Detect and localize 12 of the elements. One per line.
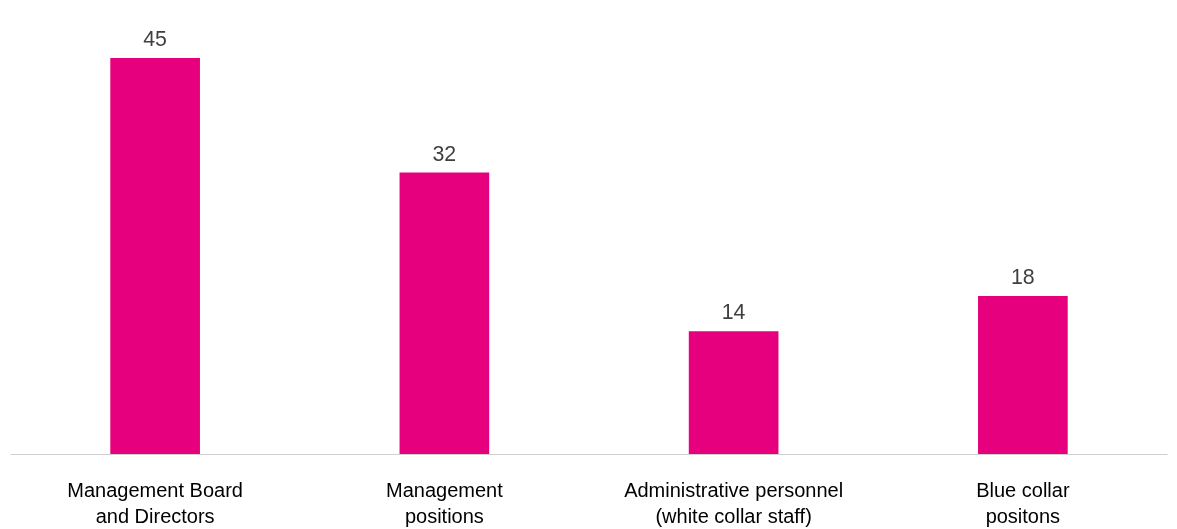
data-label: 32 <box>432 141 457 166</box>
x-tick-label: Management positions <box>386 478 504 527</box>
x-tick-label: Blue collar positons <box>976 478 1070 527</box>
bar <box>978 295 1068 455</box>
bar <box>688 331 779 455</box>
data-label: 45 <box>143 27 167 52</box>
data-label: 14 <box>721 300 746 325</box>
bar <box>399 172 490 455</box>
bar <box>110 58 200 455</box>
x-tick-label: Management Board and Directors <box>67 478 243 527</box>
x-tick-label: Administrative personnel (white collar staff) <box>624 478 844 527</box>
data-label: 18 <box>1011 264 1035 289</box>
